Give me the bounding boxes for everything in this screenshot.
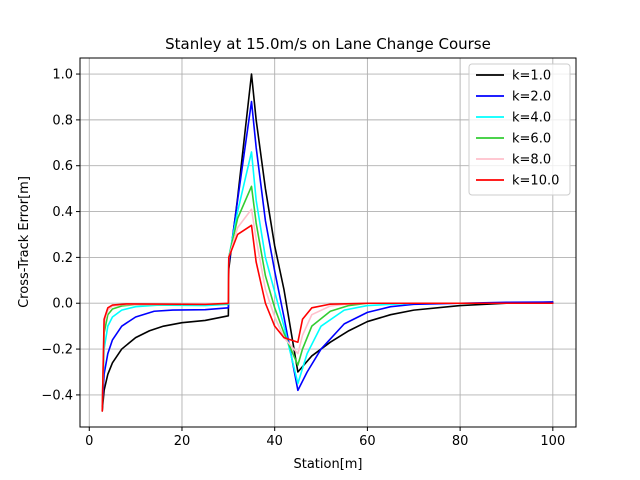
legend: k=1.0 k=2.0 k=4.0 k=6.0 k=8.0 k=10.0 (468, 63, 571, 196)
y-tick-label: 0.2 (52, 251, 73, 266)
series-line (101, 100, 554, 408)
chart-title: Stanley at 15.0m/s on Lane Change Course (165, 35, 491, 53)
legend-label: k=1.0 (512, 69, 551, 84)
legend-label: k=8.0 (512, 153, 551, 168)
y-tick-label: 0.6 (52, 159, 73, 174)
y-tick-label: 1.0 (52, 68, 73, 83)
x-axis-title: Station[m] (293, 457, 362, 472)
y-axis: −0.4 −0.2 0.0 0.2 0.4 0.6 0.8 1.0 (41, 68, 80, 403)
series-line (101, 151, 554, 408)
y-tick-label: −0.4 (41, 388, 73, 403)
y-tick-label: 0.8 (52, 113, 73, 128)
legend-label: k=6.0 (512, 132, 551, 147)
series-line (101, 224, 554, 412)
x-tick-label: 40 (266, 434, 283, 449)
y-axis-title: Cross-Track Error[m] (17, 176, 32, 308)
x-axis: 0 20 40 60 80 100 (85, 427, 565, 449)
legend-label: k=10.0 (512, 174, 559, 189)
y-tick-label: 0.0 (52, 297, 73, 312)
series-line (101, 185, 554, 408)
x-tick-label: 100 (540, 434, 565, 449)
legend-label: k=2.0 (512, 90, 551, 105)
x-tick-label: 60 (359, 434, 376, 449)
plot-frame (79, 57, 577, 428)
series-line (101, 208, 554, 410)
legend-label: k=4.0 (512, 111, 551, 126)
y-tick-label: 0.4 (52, 205, 73, 220)
series-layer (101, 73, 554, 412)
x-tick-label: 0 (85, 434, 93, 449)
series-line (101, 73, 554, 412)
x-tick-label: 80 (452, 434, 469, 449)
y-tick-label: −0.2 (41, 343, 73, 358)
x-tick-label: 20 (174, 434, 191, 449)
